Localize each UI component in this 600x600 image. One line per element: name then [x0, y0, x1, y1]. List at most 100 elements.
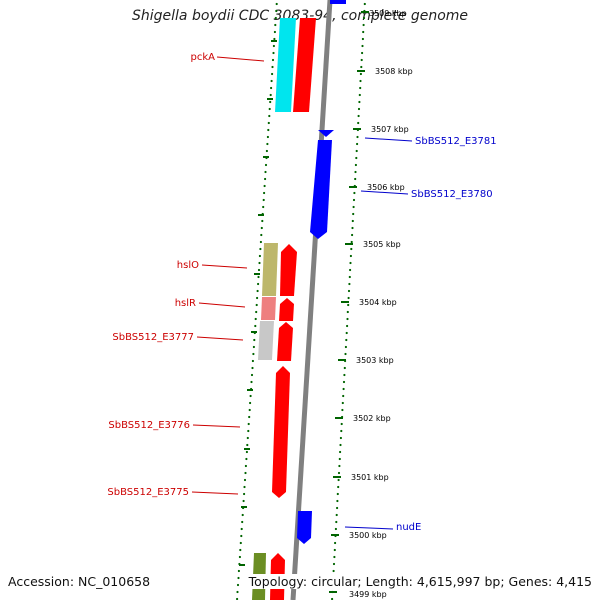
ruler-dot — [354, 170, 357, 174]
ruler-dot — [266, 142, 269, 146]
ruler-dot — [268, 107, 271, 111]
ruler-dot — [254, 324, 257, 328]
ruler-dot — [361, 37, 364, 41]
ruler-dot — [345, 331, 348, 335]
ruler-dot — [257, 282, 260, 286]
ruler-dot — [251, 359, 254, 363]
ruler-dot — [346, 324, 349, 328]
tick-label: 3507 kbp — [371, 125, 409, 134]
ruler-dot — [236, 597, 239, 600]
ruler-dot — [357, 107, 361, 111]
gene-label-SbBS512_E3777: SbBS512_E3777 — [112, 332, 194, 343]
ruler-dot — [275, 2, 278, 6]
ruler-dot — [358, 100, 361, 104]
ruler-dot — [263, 184, 266, 188]
gene-label-hslR: hslR — [175, 298, 196, 309]
ruler-dot — [252, 345, 255, 349]
ruler-dot — [239, 541, 242, 545]
ruler-dot — [259, 240, 262, 244]
ruler-dot — [347, 303, 350, 307]
ruler-dot — [352, 205, 355, 209]
tick-label: 3509 kbp — [369, 9, 407, 18]
ruler-dot — [264, 163, 268, 167]
ruler-dot — [336, 506, 339, 510]
tick-label: 3501 kbp — [351, 473, 389, 482]
ruler-dots — [236, 2, 366, 600]
ruler-dot — [243, 492, 246, 496]
ruler-dot — [267, 128, 270, 132]
inner-ticks — [239, 40, 277, 566]
gene-label-SbBS512_E3775: SbBS512_E3775 — [107, 487, 189, 498]
ruler-dot — [271, 72, 274, 76]
ruler-dot — [356, 135, 359, 139]
ruler-dot — [256, 289, 259, 293]
ruler-dot — [262, 205, 265, 209]
ruler-dot — [261, 219, 264, 223]
ruler-dot — [342, 394, 345, 398]
ruler-dot — [269, 93, 272, 97]
ruler-dot — [259, 247, 262, 251]
ruler-dot — [260, 233, 263, 237]
ruler-dot — [243, 478, 247, 482]
ruler-dot — [337, 485, 340, 489]
tick-label: 3506 kbp — [367, 183, 405, 192]
ruler-dot — [244, 464, 247, 468]
ruler-dot — [264, 170, 267, 174]
ruler-dot — [358, 93, 361, 97]
ruler-dot — [342, 387, 345, 391]
ruler-dot — [362, 30, 365, 34]
right-labels: SbBS512_E3781 SbBS512_E3780 nudE — [344, 136, 497, 533]
ruler-dot — [333, 555, 336, 559]
ruler-dot — [350, 247, 353, 251]
ruler-dot — [335, 520, 338, 524]
gene-SbBS512_E3780 — [310, 140, 332, 239]
ruler-dot — [250, 373, 254, 377]
ruler-dot — [331, 597, 334, 600]
gene-top-blue — [330, 0, 346, 4]
ruler-dot — [264, 177, 267, 181]
label-connector — [201, 264, 248, 269]
ruler-dot — [248, 415, 251, 419]
ruler-dot — [354, 163, 357, 167]
gene-hslR — [279, 298, 294, 321]
genome-backbone — [290, 0, 333, 600]
ruler-dot — [241, 520, 244, 524]
ruler-dot — [360, 65, 363, 69]
ruler-dot — [254, 317, 257, 321]
gene-SbBS512_E3781 — [318, 130, 334, 137]
ruler-dot — [332, 562, 336, 566]
tick-label: 3508 kbp — [375, 67, 413, 76]
gene-label-nudE: nudE — [396, 522, 421, 533]
accession-text: Accession: NC_010658 — [8, 574, 151, 589]
ruler-dot — [248, 408, 251, 412]
ruler-dot — [355, 156, 358, 160]
ruler-dot — [345, 338, 348, 342]
ruler-dot — [361, 44, 364, 48]
ruler-dot — [241, 513, 244, 517]
ruler-dot — [257, 268, 261, 272]
label-connector — [360, 190, 409, 195]
ruler-dot — [346, 310, 349, 314]
ruler-dot — [244, 471, 247, 475]
ruler-dot — [245, 457, 248, 461]
ruler-dot — [246, 443, 249, 447]
kbp-ticks: 3509 kbp 3508 kbp 3507 kbp 3506 kbp 3505… — [329, 9, 413, 599]
label-connector — [192, 424, 241, 428]
ruler-dot — [273, 37, 276, 41]
ruler-dot — [246, 436, 249, 440]
gene-pckA-cog — [275, 18, 296, 112]
ruler-dot — [252, 352, 255, 356]
label-connector — [196, 336, 244, 341]
ruler-dot — [274, 23, 277, 27]
label-connector — [216, 56, 265, 62]
tick-label: 3500 kbp — [349, 531, 387, 540]
ruler-dot — [267, 121, 270, 125]
ruler-dot — [334, 527, 337, 531]
label-connector — [344, 526, 394, 530]
ruler-dot — [236, 583, 240, 587]
ruler-dot — [352, 212, 355, 216]
ruler-dot — [353, 191, 356, 195]
ruler-dot — [271, 58, 275, 62]
